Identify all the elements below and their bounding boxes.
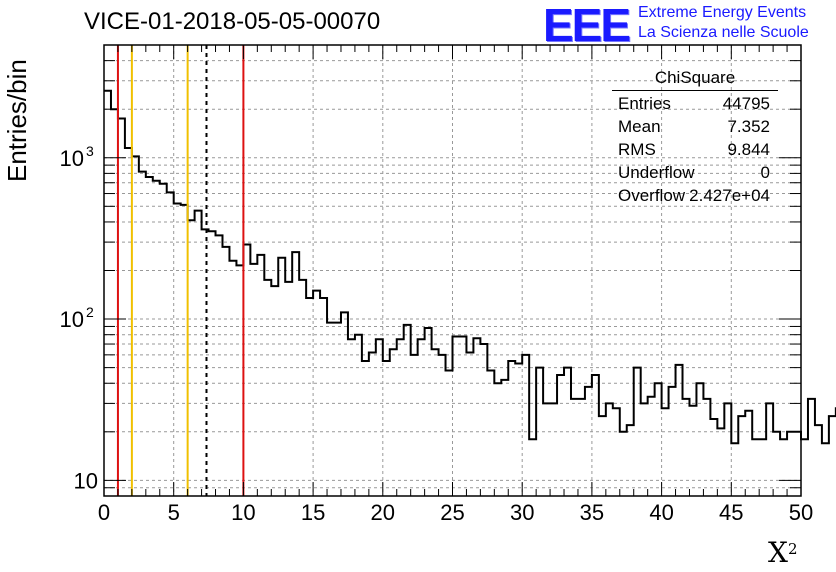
x-axis-label-superscript: 2 [787,540,798,558]
stats-row-overflow: Overflow 2.427e+04 [612,184,778,207]
stats-value: 9.844 [727,140,770,159]
x-tick-label: 35 [580,500,604,525]
x-tick-label: 5 [168,500,180,525]
x-axis-label: X2 [768,536,797,569]
stats-key: Entries [618,94,671,113]
stats-row-underflow: Underflow 0 [612,161,778,184]
histogram-series [104,89,836,445]
eee-logo: EEE [543,0,631,51]
x-tick-label: 50 [789,500,813,525]
logo-line-2: La Scienza nelle Scuole [638,24,809,41]
x-tick-label: 45 [719,500,743,525]
stats-value: 7.352 [727,117,770,136]
x-axis-label-main: X [768,536,788,569]
stats-row-rms: RMS 9.844 [612,138,778,161]
logo-line-1: Extreme Energy Events [638,4,807,21]
x-tick-label: 20 [371,500,395,525]
stats-box: ChiSquare Entries 44795 Mean 7.352 RMS 9… [612,68,778,207]
y-axis-label: Entries/bin [2,59,32,182]
stats-key: Mean [618,117,661,136]
stats-row-mean: Mean 7.352 [612,115,778,138]
y-tick-label: 10 [60,307,84,332]
x-tick-label: 10 [231,500,255,525]
x-tick-label: 40 [649,500,673,525]
x-tick-label: 15 [301,500,325,525]
y-tick-label-exponent: 3 [86,143,94,159]
stats-key: Overflow [618,186,686,205]
y-tick-label-exponent: 2 [86,304,94,320]
stats-value: 44795 [722,94,770,113]
run-title: VICE-01-2018-05-05-00070 [84,8,381,35]
x-tick-label: 25 [440,500,464,525]
y-tick-label: 10 [74,468,98,493]
stats-row-entries: Entries 44795 [612,92,778,115]
x-tick-label: 30 [510,500,534,525]
stats-key: Underflow [618,163,695,182]
stats-title: ChiSquare [612,68,778,91]
x-tick-label: 0 [98,500,110,525]
stats-value: 2.427e+04 [689,186,770,205]
stats-value: 0 [760,163,770,182]
y-tick-label: 10 [60,146,84,171]
stats-key: RMS [618,140,656,159]
